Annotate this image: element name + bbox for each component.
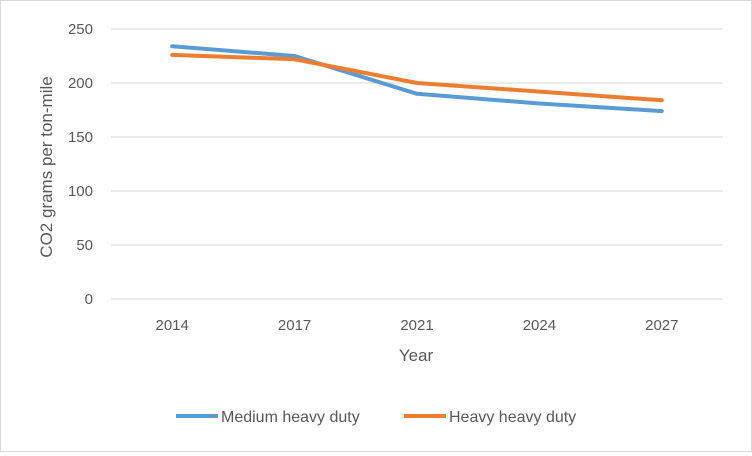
gridlines (111, 28, 723, 300)
x-tick-label: 2017 (278, 317, 311, 334)
x-tick-label: 2014 (156, 317, 189, 334)
x-tick-label: 2024 (523, 317, 556, 334)
y-tick-labels: 0 50 100 150 200 250 (68, 21, 93, 308)
series-lines (170, 44, 664, 114)
x-tick-labels: 2014 2017 2021 2024 2027 (156, 317, 679, 334)
x-tick-label: 2027 (645, 317, 678, 334)
y-tick-label: 0 (85, 291, 93, 308)
x-tick-label: 2021 (400, 317, 433, 334)
series-line-0 (170, 44, 664, 114)
y-tick-label: 50 (76, 237, 93, 254)
x-axis-title: Year (399, 346, 434, 365)
legend-label: Heavy heavy duty (449, 409, 576, 426)
y-tick-label: 150 (68, 129, 93, 146)
y-tick-label: 250 (68, 21, 93, 38)
y-tick-label: 100 (68, 183, 93, 200)
legend-label: Medium heavy duty (221, 409, 360, 426)
legend: Medium heavy duty Heavy heavy duty (176, 409, 576, 426)
y-axis-title: CO2 grams per ton-mile (37, 76, 56, 257)
series-line-1 (170, 52, 664, 103)
y-tick-label: 200 (68, 75, 93, 92)
